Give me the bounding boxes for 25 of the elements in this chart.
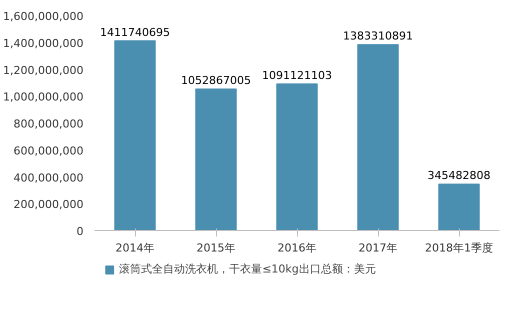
data-label: 1411740695 [100, 26, 170, 39]
bar [114, 40, 156, 230]
x-tick-label: 2018年1季度 [425, 242, 494, 254]
legend-label: 滚筒式全自动洗衣机，干衣量≤10kg出口总额：美元 [119, 262, 376, 276]
y-tick-label: 1,200,000,000 [3, 64, 84, 77]
data-label: 1383310891 [343, 30, 414, 43]
bar [438, 184, 480, 230]
y-tick-label: 1,000,000,000 [3, 90, 84, 104]
x-tick-label: 2014年 [116, 242, 155, 254]
x-tick-label: 2016年 [278, 242, 317, 254]
bar [195, 88, 237, 230]
y-tick-label: 1,600,000,000 [3, 10, 84, 23]
y-tick-label: 200,000,000 [14, 198, 84, 212]
bar [276, 83, 318, 230]
y-tick-label: 1,400,000,000 [3, 36, 84, 50]
data-label: 345482808 [428, 169, 491, 182]
data-label: 1091121103 [262, 68, 332, 82]
y-tick-label: 800,000,000 [14, 118, 84, 130]
data-label: 1052867005 [181, 74, 252, 88]
y-tick-label: 400,000,000 [14, 171, 84, 184]
bar [357, 44, 399, 230]
y-tick-label: 600,000,000 [14, 144, 84, 158]
x-tick-label: 2017年 [358, 242, 398, 254]
x-tick-label: 2015年 [196, 242, 236, 254]
y-tick-label: 0 [76, 225, 84, 238]
